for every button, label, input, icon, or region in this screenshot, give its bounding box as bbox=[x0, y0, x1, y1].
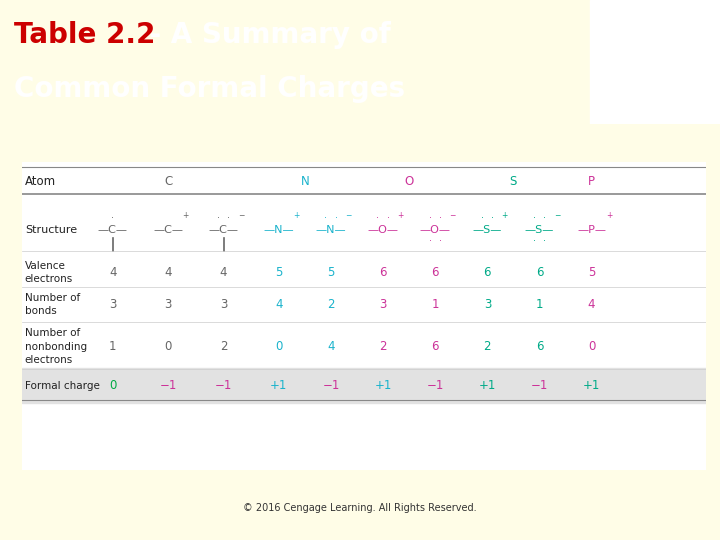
Bar bbox=[22, 368, 706, 403]
Text: —O—: —O— bbox=[420, 225, 451, 235]
Text: 6: 6 bbox=[431, 266, 439, 279]
Text: Common Formal Charges: Common Formal Charges bbox=[14, 76, 405, 104]
Text: 3: 3 bbox=[164, 298, 172, 311]
Text: O: O bbox=[405, 175, 414, 188]
Text: −1: −1 bbox=[323, 379, 340, 392]
Text: −: − bbox=[346, 211, 352, 220]
Text: −: − bbox=[554, 211, 560, 220]
Text: Valence
electrons: Valence electrons bbox=[25, 261, 73, 284]
Text: 3: 3 bbox=[379, 298, 387, 311]
Text: —C—: —C— bbox=[153, 225, 183, 235]
Text: +: + bbox=[606, 211, 612, 220]
Text: 3: 3 bbox=[484, 298, 491, 311]
Text: ·: · bbox=[533, 237, 536, 246]
Text: ·: · bbox=[324, 213, 328, 222]
Text: 0: 0 bbox=[588, 340, 595, 353]
Text: −1: −1 bbox=[426, 379, 444, 392]
Text: N: N bbox=[300, 175, 310, 188]
Text: 4: 4 bbox=[109, 266, 117, 279]
Text: ·: · bbox=[543, 237, 546, 246]
Text: +1: +1 bbox=[270, 379, 287, 392]
Text: 4: 4 bbox=[164, 266, 172, 279]
Text: ·: · bbox=[112, 213, 114, 222]
Text: 2: 2 bbox=[220, 340, 228, 353]
Text: Number of
nonbonding
electrons: Number of nonbonding electrons bbox=[25, 328, 87, 365]
Text: ·: · bbox=[217, 213, 220, 222]
Text: ·: · bbox=[377, 213, 379, 222]
Text: 6: 6 bbox=[536, 340, 543, 353]
Text: 1: 1 bbox=[536, 298, 543, 311]
Text: ·: · bbox=[491, 213, 494, 222]
Text: +1: +1 bbox=[374, 379, 392, 392]
Text: 5: 5 bbox=[328, 266, 335, 279]
Text: −: − bbox=[449, 211, 456, 220]
Text: +1: +1 bbox=[479, 379, 496, 392]
Text: 4: 4 bbox=[275, 298, 283, 311]
Text: ·: · bbox=[543, 213, 546, 222]
Text: ·: · bbox=[481, 213, 484, 222]
Text: —N—: —N— bbox=[264, 225, 294, 235]
Text: —C—: —C— bbox=[98, 225, 128, 235]
Text: +: + bbox=[293, 211, 300, 220]
Text: −1: −1 bbox=[531, 379, 548, 392]
Text: 6: 6 bbox=[431, 340, 439, 353]
Text: +: + bbox=[502, 211, 508, 220]
Text: −: − bbox=[238, 211, 244, 220]
Text: 4: 4 bbox=[328, 340, 335, 353]
Bar bbox=[590, 0, 720, 124]
Text: 6: 6 bbox=[379, 266, 387, 279]
Text: 6: 6 bbox=[536, 266, 543, 279]
Text: S: S bbox=[510, 175, 517, 188]
Text: —O—: —O— bbox=[368, 225, 399, 235]
Text: —S—: —S— bbox=[525, 225, 554, 235]
Text: 0: 0 bbox=[109, 379, 117, 392]
Text: 2: 2 bbox=[379, 340, 387, 353]
Text: 2: 2 bbox=[484, 340, 491, 353]
Text: 3: 3 bbox=[220, 298, 228, 311]
Text: ·: · bbox=[428, 237, 431, 246]
Text: Number of
bonds: Number of bonds bbox=[25, 293, 80, 316]
Text: 2: 2 bbox=[328, 298, 335, 311]
Text: +: + bbox=[397, 211, 404, 220]
Text: ·: · bbox=[428, 213, 431, 222]
Text: Table 2.2: Table 2.2 bbox=[14, 21, 156, 49]
Text: 5: 5 bbox=[275, 266, 283, 279]
Text: C: C bbox=[164, 175, 172, 188]
Text: −1: −1 bbox=[160, 379, 177, 392]
Text: 3: 3 bbox=[109, 298, 117, 311]
Text: Structure: Structure bbox=[25, 225, 77, 235]
Text: 1: 1 bbox=[109, 340, 117, 353]
Text: —N—: —N— bbox=[315, 225, 346, 235]
Text: 1: 1 bbox=[431, 298, 439, 311]
Text: ·: · bbox=[228, 213, 230, 222]
Text: © 2016 Cengage Learning. All Rights Reserved.: © 2016 Cengage Learning. All Rights Rese… bbox=[243, 503, 477, 514]
Text: ·: · bbox=[335, 213, 338, 222]
Text: ·: · bbox=[439, 237, 442, 246]
Text: 4: 4 bbox=[588, 298, 595, 311]
Text: —P—: —P— bbox=[577, 225, 606, 235]
Text: —S—: —S— bbox=[473, 225, 502, 235]
Text: - A Summary of: - A Summary of bbox=[140, 21, 391, 49]
Text: 5: 5 bbox=[588, 266, 595, 279]
Text: Formal charge: Formal charge bbox=[25, 381, 100, 390]
Text: P: P bbox=[588, 175, 595, 188]
Text: 4: 4 bbox=[220, 266, 228, 279]
Text: ·: · bbox=[387, 213, 390, 222]
Text: ·: · bbox=[533, 213, 536, 222]
Text: 0: 0 bbox=[275, 340, 283, 353]
Text: 0: 0 bbox=[164, 340, 172, 353]
Text: 6: 6 bbox=[484, 266, 491, 279]
Text: Atom: Atom bbox=[25, 175, 56, 188]
Text: +1: +1 bbox=[583, 379, 600, 392]
Text: ·: · bbox=[439, 213, 442, 222]
Text: −1: −1 bbox=[215, 379, 233, 392]
Text: +: + bbox=[182, 211, 189, 220]
Text: —C—: —C— bbox=[209, 225, 238, 235]
